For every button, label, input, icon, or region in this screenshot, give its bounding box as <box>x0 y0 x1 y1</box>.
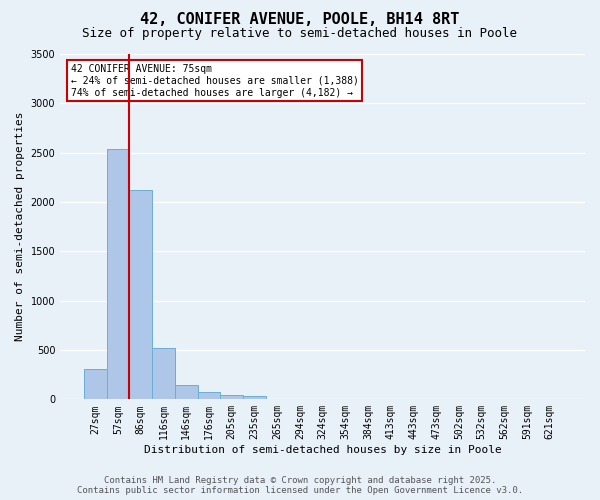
Bar <box>107 148 130 400</box>
Text: 42, CONIFER AVENUE, POOLE, BH14 8RT: 42, CONIFER AVENUE, POOLE, BH14 8RT <box>140 12 460 28</box>
Bar <box>220 396 243 400</box>
Bar <box>197 392 220 400</box>
Text: Size of property relative to semi-detached houses in Poole: Size of property relative to semi-detach… <box>83 28 517 40</box>
Bar <box>243 396 266 400</box>
Text: 42 CONIFER AVENUE: 75sqm
← 24% of semi-detached houses are smaller (1,388)
74% o: 42 CONIFER AVENUE: 75sqm ← 24% of semi-d… <box>71 64 359 98</box>
Bar <box>175 384 197 400</box>
Bar <box>130 190 152 400</box>
Bar <box>84 368 107 400</box>
Text: Contains HM Land Registry data © Crown copyright and database right 2025.
Contai: Contains HM Land Registry data © Crown c… <box>77 476 523 495</box>
Bar <box>152 348 175 400</box>
X-axis label: Distribution of semi-detached houses by size in Poole: Distribution of semi-detached houses by … <box>144 445 502 455</box>
Y-axis label: Number of semi-detached properties: Number of semi-detached properties <box>15 112 25 342</box>
